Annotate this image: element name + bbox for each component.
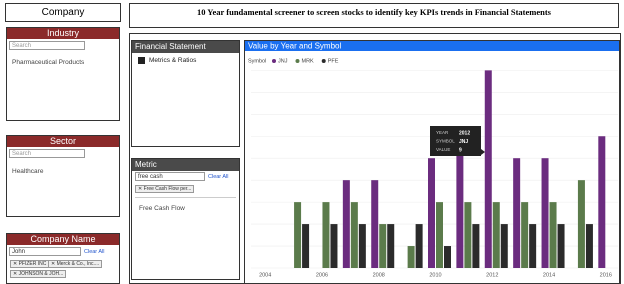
bar (379, 224, 387, 268)
bar (428, 158, 435, 268)
slicer-item[interactable]: Free Cash Flow (139, 205, 185, 212)
x-tick-label: 2004 (259, 272, 271, 278)
chart-title: Value by Year and Symbol (248, 42, 341, 51)
x-tick-label: 2016 (600, 272, 612, 278)
tooltip: YEAR 2012 SYMBOL JNJ VALUE 9 (430, 126, 485, 156)
bar (456, 136, 464, 268)
filter-chip[interactable]: ✕ JOHNSON & JOH... (10, 270, 67, 278)
bar (350, 202, 358, 268)
bar (529, 224, 537, 268)
chip-text: Free Cash Flow per... (143, 186, 192, 192)
bar (387, 224, 395, 268)
bar (330, 224, 338, 268)
sector-panel: Sector Search Healthcare (6, 135, 120, 217)
separator (135, 197, 236, 198)
search-box[interactable]: Search (9, 149, 85, 158)
bar (484, 70, 492, 269)
bar (294, 202, 302, 268)
bar (492, 202, 500, 268)
slicer-item[interactable]: Metrics & Ratios (149, 57, 197, 64)
bar (464, 202, 472, 268)
panel-title: Metric (132, 159, 239, 171)
chip-text: PFIZER INC (18, 261, 47, 267)
legend-label: JNJ (278, 58, 288, 64)
bar (371, 180, 379, 268)
page-title: 10 Year fundamental screener to screen s… (129, 3, 619, 28)
panel-title: Company Name (7, 234, 119, 245)
bar (472, 224, 480, 268)
industry-panel: Industry Search Pharmaceutical Products (6, 27, 120, 121)
search-box[interactable]: Search (9, 41, 85, 50)
panel-title: Industry (7, 28, 119, 39)
legend-marker (272, 59, 276, 63)
financial-statement-panel: Financial Statement Metrics & Ratios (131, 40, 240, 147)
filter-chip[interactable]: ✕ Free Cash Flow per... (135, 185, 195, 193)
bar (322, 202, 330, 268)
bar (521, 202, 529, 268)
bar (415, 224, 423, 268)
search-box[interactable]: John (9, 247, 81, 256)
tooltip-value: JNJ (459, 139, 468, 145)
tooltip-value: 2012 (459, 130, 470, 136)
bar (444, 246, 451, 268)
bar (577, 180, 585, 268)
x-tick-label: 2008 (373, 272, 385, 278)
bar (500, 224, 508, 268)
bar (585, 224, 593, 268)
chip-text: JOHNSON & JOH... (18, 271, 64, 277)
tooltip-value: 9 (459, 147, 462, 153)
x-tick-label: 2006 (316, 272, 328, 278)
slicer-item[interactable]: Healthcare (12, 168, 44, 175)
bar (407, 246, 415, 268)
legend-label: MRK (301, 58, 314, 64)
bar (541, 158, 549, 268)
bar (342, 180, 350, 268)
legend-marker (321, 59, 326, 63)
company-name-panel: Company Name John Clear All ✕ PFIZER INC… (6, 233, 120, 284)
clear-all[interactable]: Clear All (208, 174, 229, 180)
legend-label: PFE (328, 58, 339, 64)
tooltip-box (430, 126, 481, 156)
bar (557, 224, 565, 268)
tooltip-label: YEAR (436, 130, 449, 135)
x-tick-label: 2010 (429, 272, 441, 278)
filter-chip[interactable]: ✕ PFIZER INC (10, 260, 50, 268)
chip-text: Merck & Co., Inc.... (56, 261, 100, 267)
checkbox[interactable] (138, 57, 145, 64)
bar (358, 224, 366, 268)
panel-title: Financial Statement (132, 41, 239, 53)
company-label: Company (5, 3, 121, 22)
bar (513, 158, 521, 268)
tooltip-pointer (481, 149, 485, 155)
tooltip-label: SYMBOL (436, 139, 455, 144)
legend-marker (295, 59, 300, 63)
bar (436, 202, 443, 268)
filter-chip[interactable]: ✕ Merck & Co., Inc.... (48, 260, 103, 268)
clear-all[interactable]: Clear All (84, 249, 105, 255)
panel-title: Sector (7, 136, 119, 147)
bar (302, 224, 310, 268)
x-tick-label: 2014 (543, 272, 555, 278)
x-tick-label: 2012 (486, 272, 498, 278)
tooltip-label: VALUE (436, 147, 450, 152)
legend-title: Symbol (248, 58, 266, 64)
chart-header (245, 41, 619, 51)
chart: Value by Year and Symbol Symbol 2004 2006… (244, 40, 620, 284)
bar (549, 202, 557, 268)
slicer-item[interactable]: Pharmaceutical Products (12, 59, 85, 66)
metric-panel: Metric free cash Clear All ✕ Free Cash F… (131, 158, 240, 280)
search-box[interactable]: free cash (135, 172, 205, 181)
bar (598, 136, 606, 268)
